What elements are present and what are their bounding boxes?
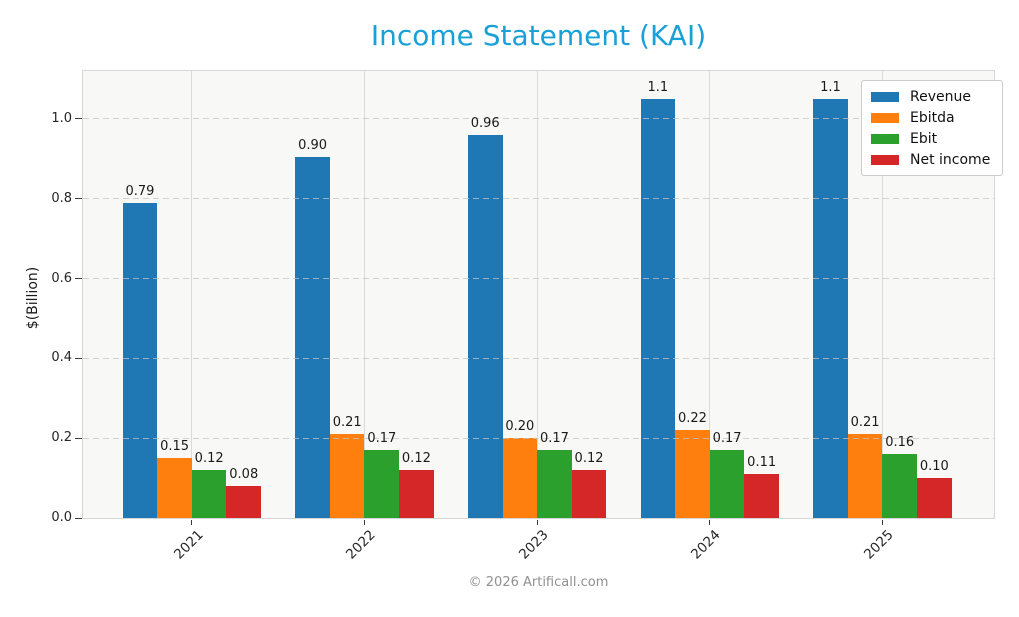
revenue-swatch — [871, 91, 899, 102]
bar-revenue-2023 — [467, 134, 503, 518]
h-gridline — [83, 198, 994, 200]
bar-value-label: 0.20 — [505, 419, 535, 435]
bar-value-label: 0.21 — [332, 415, 362, 431]
bar-ebit-2021 — [191, 470, 227, 518]
bar-value-label: 0.22 — [677, 411, 707, 427]
bar-ebitda-2024 — [675, 430, 710, 518]
bar-revenue-2021 — [122, 202, 158, 518]
y-tick-label: 0.8 — [51, 190, 72, 206]
bar-value-label: 1.1 — [647, 79, 669, 95]
bar-value-label: 0.17 — [539, 431, 569, 447]
bar-value-label: 0.12 — [574, 451, 604, 467]
legend-item: Revenue — [871, 88, 990, 105]
y-tick-label: 0.2 — [51, 430, 72, 446]
y-tick-label: 0.6 — [51, 270, 72, 286]
x-tick-mark — [191, 520, 193, 525]
v-gridline — [881, 71, 883, 518]
bar-net-income-2023 — [571, 470, 607, 518]
h-gridline — [83, 437, 994, 439]
x-tick-mark — [709, 520, 711, 525]
v-gridline — [191, 71, 193, 518]
bar-value-label: 0.10 — [919, 459, 949, 475]
y-tick-mark — [75, 437, 82, 439]
bar-revenue-2022 — [295, 156, 330, 518]
y-tick-mark — [75, 278, 82, 280]
x-tick-mark — [536, 520, 538, 525]
ebitda-swatch — [871, 112, 899, 123]
legend-label: Ebitda — [910, 109, 955, 126]
bar-value-label: 0.90 — [298, 137, 328, 153]
bar-ebitda-2023 — [502, 438, 538, 518]
v-gridline — [536, 71, 538, 518]
bar-value-label: 0.17 — [712, 431, 742, 447]
bar-value-label: 0.08 — [229, 467, 259, 483]
bar-ebitda-2021 — [157, 458, 192, 518]
bar-ebit-2023 — [537, 450, 572, 518]
x-tick-label-text: 2021 — [170, 527, 207, 563]
y-tick-mark — [75, 198, 82, 200]
x-tick-label-text: 2025 — [861, 527, 897, 563]
x-tick-mark — [363, 520, 365, 525]
y-tick-label: 1.0 — [51, 110, 72, 126]
y-tick-mark — [75, 517, 82, 519]
net-income-swatch — [871, 154, 899, 165]
h-gridline — [83, 118, 994, 120]
plot-area: 0.79 0.90 0.96 1.1 1.1 0.15 0.21 0.20 0.22 0.21 0.… — [82, 70, 995, 519]
legend-item: Ebitda — [871, 109, 990, 126]
legend-label: Net income — [910, 151, 991, 168]
bar-ebit-2024 — [709, 450, 745, 518]
h-gridline — [83, 278, 994, 280]
bar-revenue-2024 — [640, 98, 676, 518]
y-tick-mark — [75, 118, 82, 120]
legend-label: Revenue — [910, 88, 971, 105]
y-tick-label: 0.4 — [51, 350, 72, 366]
bar-ebit-2022 — [364, 450, 400, 518]
ebit-swatch — [871, 133, 899, 144]
legend-label: Ebit — [910, 130, 938, 147]
bar-value-label: 0.17 — [367, 431, 397, 447]
bar-value-label: 0.12 — [401, 451, 431, 467]
bar-value-label: 0.79 — [125, 183, 155, 199]
legend: Revenue Ebitda Ebit Net income — [861, 80, 1004, 176]
x-tick-label-text: 2022 — [343, 527, 379, 563]
bar-net-income-2021 — [226, 486, 262, 518]
bar-value-label: 1.1 — [820, 79, 841, 95]
bar-value-label: 0.16 — [885, 435, 915, 451]
legend-item: Net income — [871, 151, 990, 168]
chart-title: Income Statement (KAI) — [370, 19, 707, 52]
bar-value-label: 0.15 — [160, 439, 190, 455]
bar-value-label: 0.12 — [194, 451, 224, 467]
bar-revenue-2025 — [813, 98, 848, 518]
bar-net-income-2022 — [399, 470, 434, 518]
bar-value-label: 0.21 — [850, 415, 880, 431]
y-tick-mark — [75, 357, 82, 359]
x-tick-mark — [881, 520, 883, 525]
footer-credit: © 2026 Artificall.com — [468, 575, 609, 590]
x-tick-label-text: 2024 — [688, 527, 725, 563]
v-gridline — [363, 71, 365, 518]
bar-ebitda-2022 — [329, 434, 365, 518]
v-gridline — [709, 71, 711, 518]
bar-ebitda-2025 — [847, 434, 883, 518]
bar-value-label: 0.11 — [747, 455, 777, 471]
bar-net-income-2024 — [744, 474, 779, 518]
bar-ebit-2025 — [882, 454, 917, 518]
h-gridline — [83, 357, 994, 359]
bar-net-income-2025 — [917, 478, 952, 518]
x-tick-label-text: 2023 — [515, 527, 552, 563]
y-tick-label: 0.0 — [51, 510, 72, 525]
bar-value-label: 0.96 — [470, 115, 500, 131]
legend-item: Ebit — [871, 130, 990, 147]
